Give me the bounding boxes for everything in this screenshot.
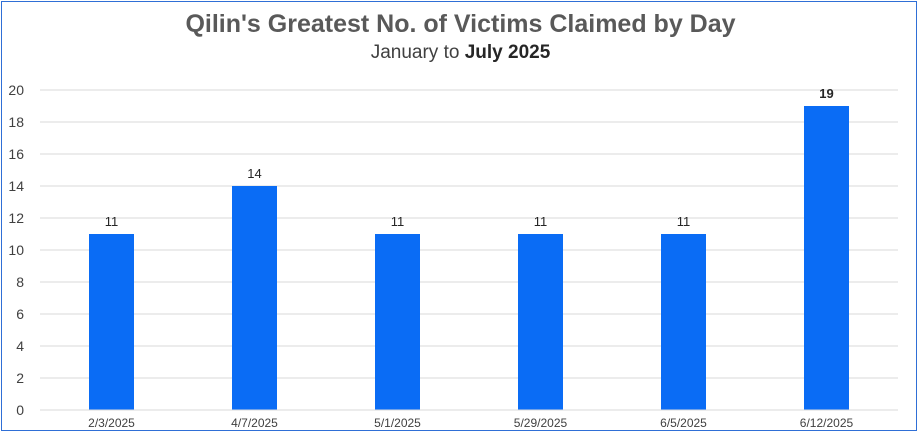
y-axis-ticks: 0 2 4 6 8 10 12 14 16 18 20 [8,82,24,418]
x-tick-label: 5/29/2025 [514,416,568,430]
data-labels: 11 14 11 11 11 19 [105,86,834,229]
y-tick-label: 10 [8,242,24,258]
x-axis-categories: 2/3/2025 4/7/2025 5/1/2025 5/29/2025 6/5/202… [88,416,853,430]
bar [661,234,706,410]
y-tick-label: 6 [16,306,24,322]
chart-subtitle: January to July 2025 [0,42,921,64]
chart-title: Qilin's Greatest No. of Victims Claimed … [185,10,736,38]
y-tick-label: 16 [8,146,24,162]
bar [518,234,563,410]
y-tick-label: 18 [8,114,24,130]
data-label: 11 [534,214,548,229]
x-tick-label: 4/7/2025 [231,416,278,430]
chart-subtitle-emphasis: July 2025 [464,42,551,63]
data-label: 19 [819,86,833,101]
bar [375,234,420,410]
data-label: 11 [391,214,405,229]
gridlines [40,89,898,379]
bar [804,106,849,410]
y-tick-label: 14 [8,178,24,194]
chart-subtitle-prefix: January to [370,42,465,63]
y-tick-label: 0 [16,402,24,418]
bar [232,186,277,410]
data-label: 14 [247,166,261,181]
x-tick-label: 5/1/2025 [374,416,421,430]
data-label: 11 [677,214,691,229]
y-tick-label: 4 [16,338,24,354]
x-tick-label: 2/3/2025 [88,416,135,430]
data-label: 11 [105,214,119,229]
y-tick-label: 20 [8,82,24,98]
bars [89,106,849,410]
y-tick-label: 12 [8,210,24,226]
bar [89,234,134,410]
x-tick-label: 6/5/2025 [660,416,707,430]
x-tick-label: 6/12/2025 [800,416,854,430]
y-tick-label: 8 [16,274,24,290]
y-tick-label: 2 [16,370,24,386]
